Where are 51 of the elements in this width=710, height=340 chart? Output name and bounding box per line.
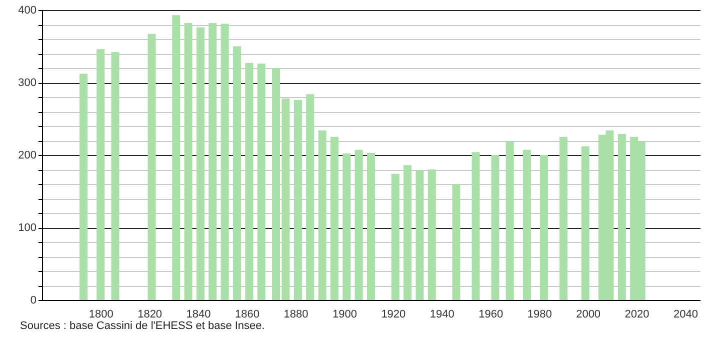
bar [472,152,480,300]
bar [148,34,156,300]
bar [342,154,351,300]
bar [367,152,375,300]
bar [404,165,412,300]
y-tick-label: 400 [18,4,36,16]
bar [233,46,242,300]
bar [294,100,302,300]
x-tick-label: 1820 [138,308,162,320]
x-tick-label: 2000 [576,308,601,320]
bar [208,23,217,300]
bar [522,150,531,300]
bar [506,142,514,300]
bar [559,136,568,300]
x-tick-label: 2020 [624,308,650,320]
bar [306,94,314,300]
y-tick-label: 0 [30,294,36,306]
bar [96,49,105,300]
bar [172,15,180,300]
y-tick-label: 300 [18,77,36,89]
bar [391,174,400,300]
x-tick-label: 1920 [381,308,406,320]
bar [452,184,460,300]
bar [80,74,88,300]
x-tick-label: 1980 [527,308,552,320]
bar [354,150,363,300]
x-tick-label: 2040 [674,308,698,320]
x-tick-label: 1800 [88,308,114,320]
bar [491,155,500,300]
x-tick-label: 1860 [235,308,260,320]
bar [184,23,192,300]
bar [540,155,548,300]
bar [196,27,204,300]
x-tick-label: 1880 [284,308,308,320]
bar [220,24,229,300]
bar [428,170,436,300]
bar [416,170,424,300]
bar [618,134,626,300]
x-tick-label: 1840 [186,308,211,320]
bar [318,130,326,300]
y-tick-label: 100 [18,222,36,234]
x-tick-label: 1900 [332,308,357,320]
y-tick-label: 200 [18,150,36,162]
source-note: Sources : base Cassini de l'EHESS et base Insee. [20,320,265,332]
x-tick-label: 1940 [430,308,454,320]
bar [257,64,266,300]
bar [111,52,120,300]
bar [245,62,254,300]
bar [330,136,338,300]
x-tick-label: 1960 [478,308,504,320]
bar [581,146,590,300]
